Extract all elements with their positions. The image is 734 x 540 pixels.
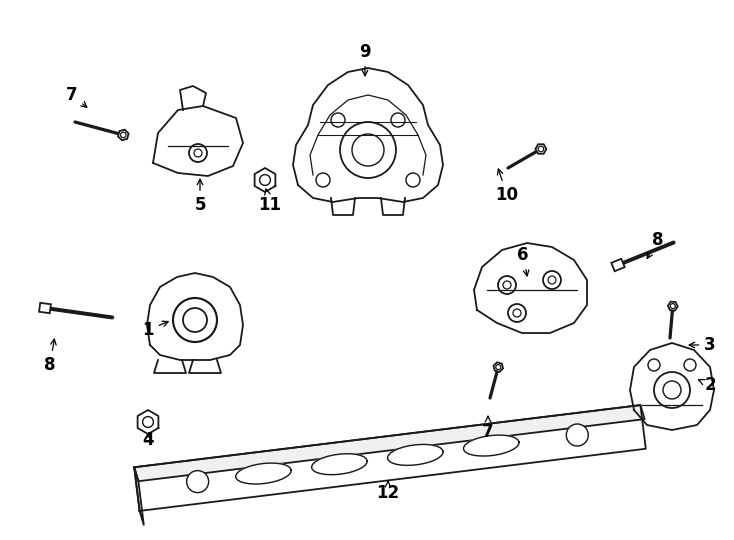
Polygon shape [134, 405, 644, 481]
Polygon shape [134, 467, 144, 525]
Polygon shape [154, 360, 186, 373]
Circle shape [186, 471, 208, 492]
Polygon shape [180, 86, 206, 110]
Text: 1: 1 [142, 321, 168, 339]
Polygon shape [331, 198, 355, 215]
Polygon shape [381, 198, 405, 215]
Polygon shape [611, 259, 625, 271]
Polygon shape [118, 130, 128, 140]
Text: 7: 7 [482, 416, 494, 441]
Polygon shape [493, 362, 503, 372]
Polygon shape [39, 303, 51, 313]
Polygon shape [668, 302, 677, 310]
Polygon shape [312, 454, 367, 475]
Polygon shape [474, 243, 587, 333]
Polygon shape [388, 444, 443, 465]
Polygon shape [147, 273, 243, 360]
Circle shape [567, 424, 588, 446]
Text: 2: 2 [699, 376, 716, 394]
Polygon shape [535, 144, 546, 154]
Text: 10: 10 [495, 169, 518, 204]
Text: 5: 5 [195, 179, 206, 214]
Text: 11: 11 [258, 189, 282, 214]
Polygon shape [236, 463, 291, 484]
Polygon shape [463, 435, 519, 456]
Text: 9: 9 [359, 43, 371, 76]
Polygon shape [630, 343, 714, 430]
Text: 4: 4 [142, 431, 154, 449]
Text: 3: 3 [689, 336, 716, 354]
Polygon shape [293, 68, 443, 202]
Polygon shape [153, 106, 243, 176]
Text: 7: 7 [66, 86, 87, 107]
Text: 8: 8 [647, 231, 664, 259]
Polygon shape [189, 360, 221, 373]
Text: 6: 6 [517, 246, 528, 276]
Text: 12: 12 [377, 481, 399, 502]
Polygon shape [134, 405, 646, 511]
Text: 8: 8 [44, 339, 56, 374]
